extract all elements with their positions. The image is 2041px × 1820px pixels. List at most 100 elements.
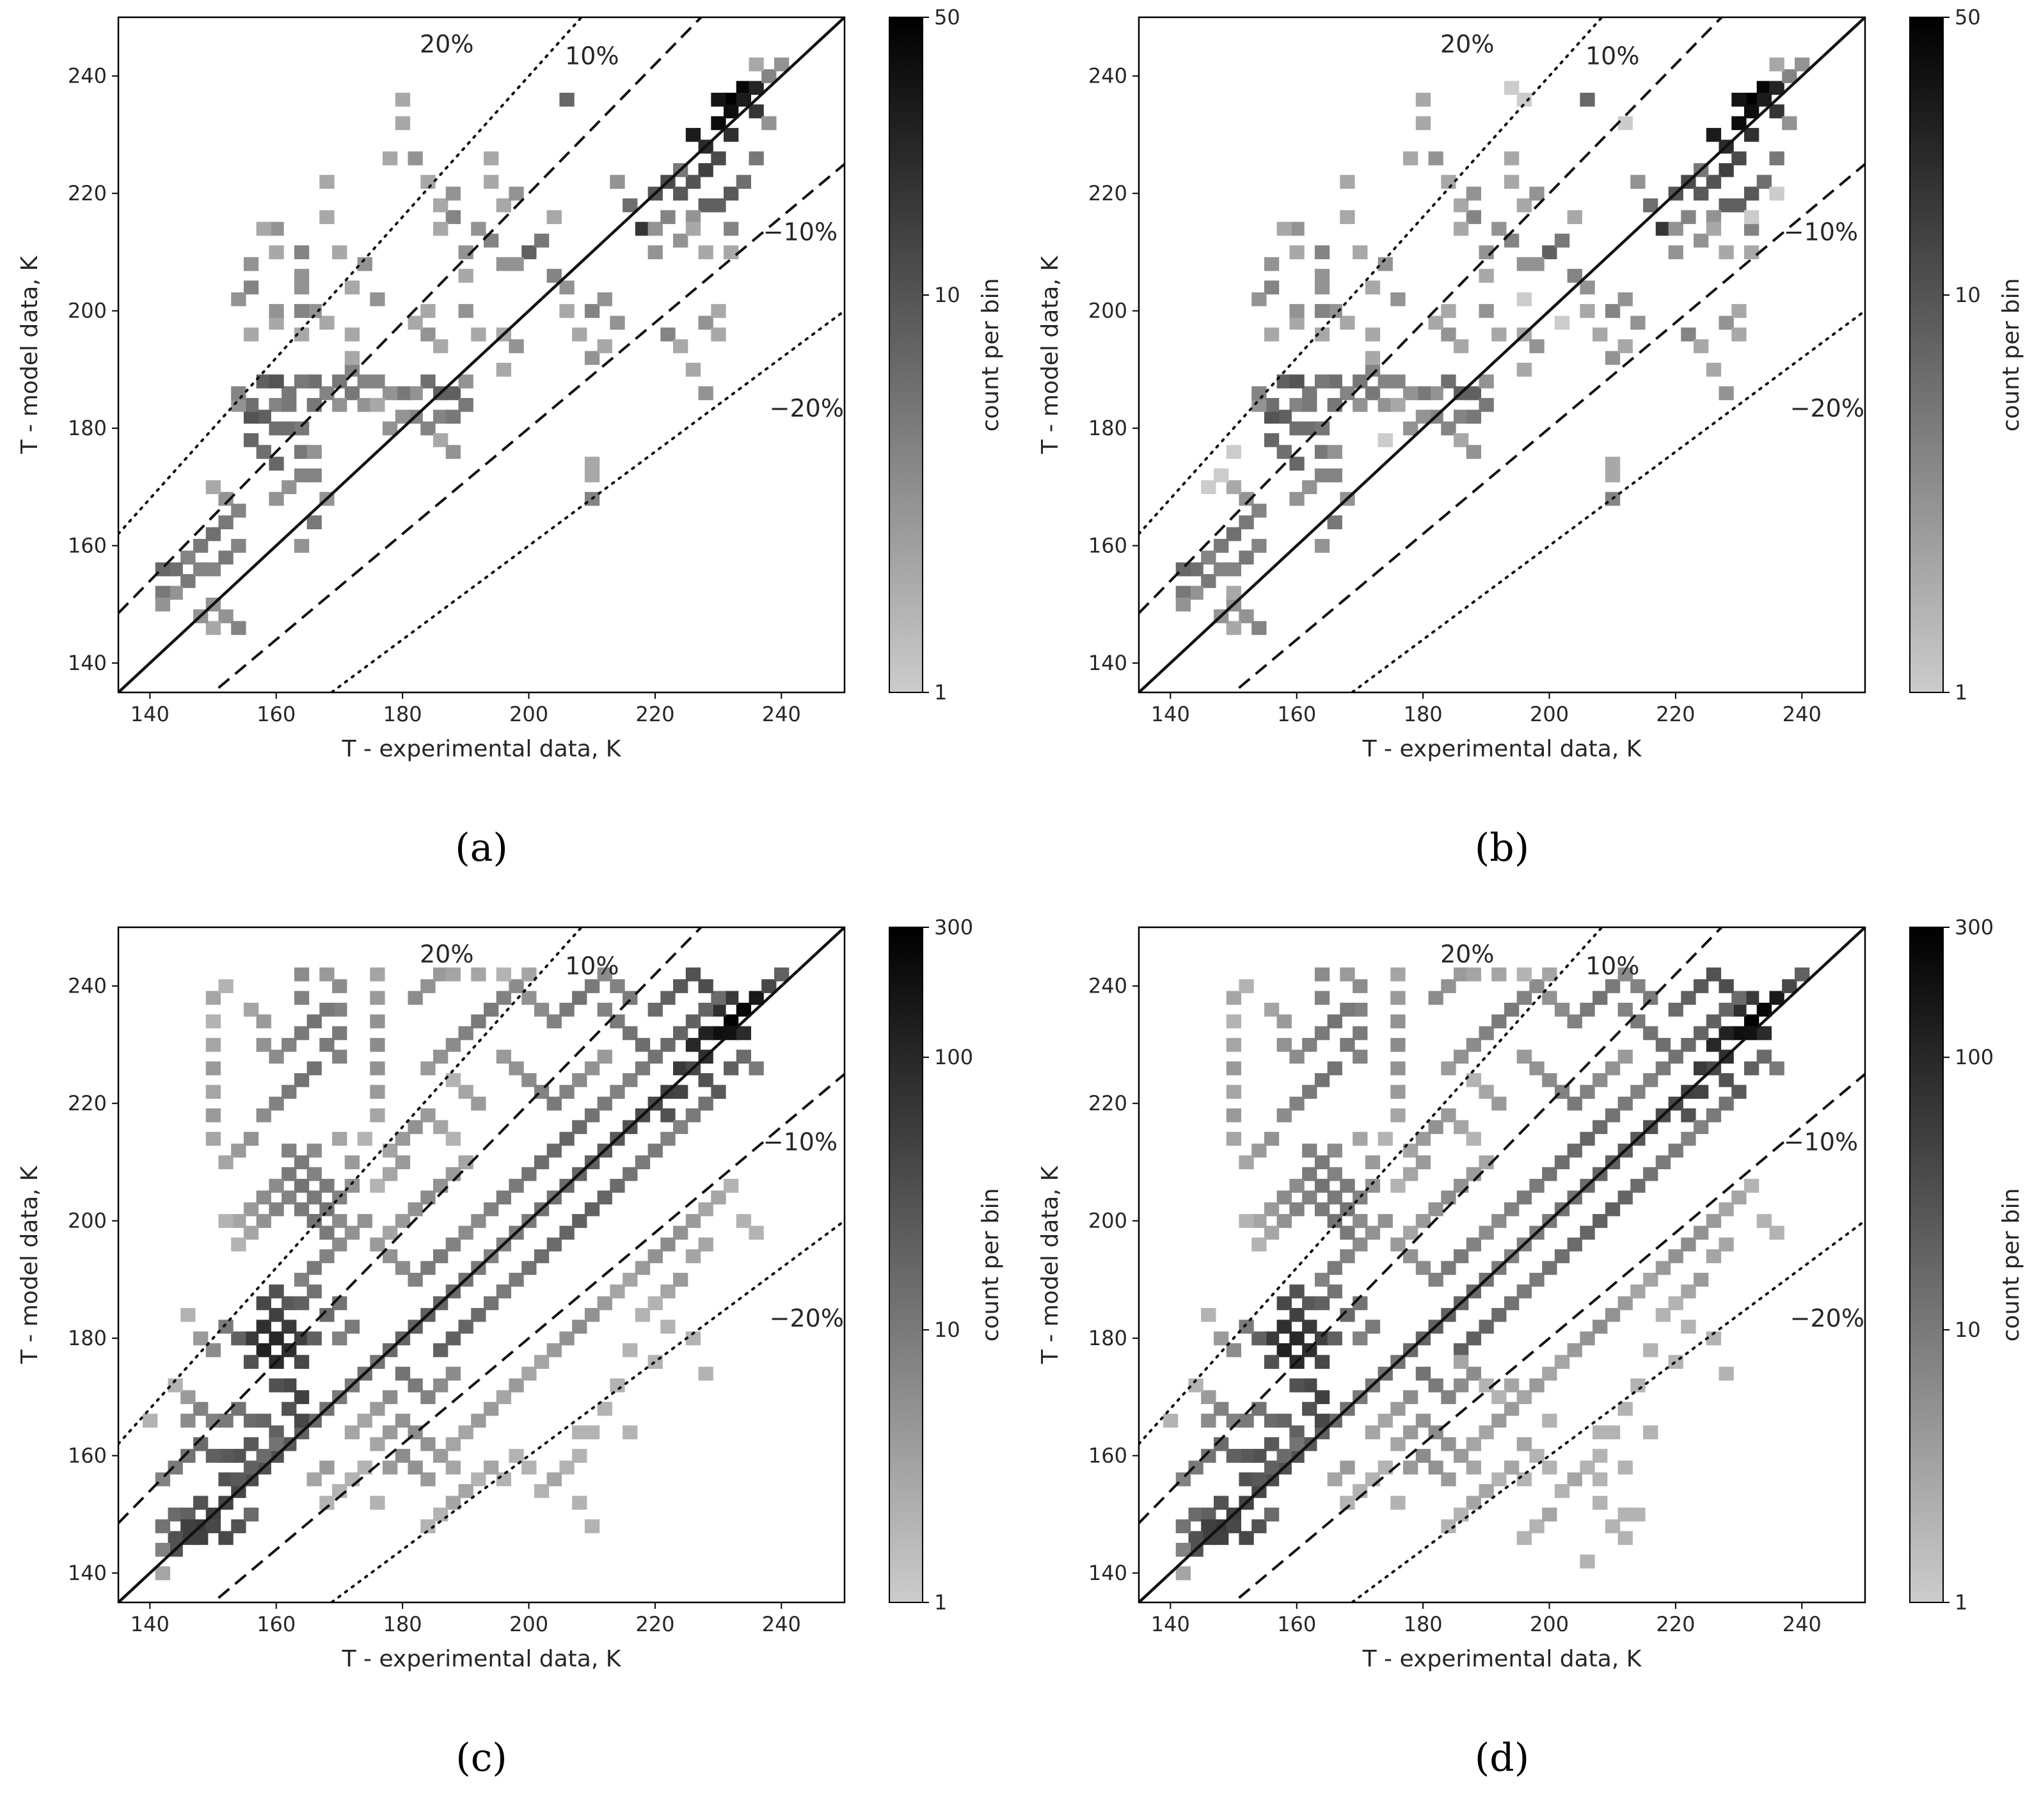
heatmap-bin [1491,1307,1507,1322]
heatmap-bin [1378,374,1393,388]
x-tick-label: 160 [1277,702,1316,726]
heatmap-bin [445,410,461,424]
heatmap-bin [370,1496,385,1510]
heatmap-bin [509,186,524,201]
heatmap-bin [1454,221,1469,236]
colorbar-tick-label: 300 [1955,915,1994,939]
heatmap-bin [1378,397,1393,412]
heatmap-bin [1239,979,1254,993]
heatmap-bin [282,1296,297,1311]
heatmap-bin [256,1320,271,1334]
heatmap-bin [1403,1225,1418,1240]
heatmap-bin [1744,92,1759,107]
heatmap-bin [1276,1449,1292,1463]
heatmap-bin [1756,175,1772,189]
heatmap-bin [1592,991,1608,1005]
heatmap-bin [205,562,221,577]
heatmap-bin [1289,456,1305,471]
heatmap-bin [559,1460,575,1475]
heatmap-bin [1201,1507,1216,1522]
heatmap-bin [559,1225,575,1240]
heatmap-bin [1719,979,1734,993]
heatmap-bin [635,1307,651,1322]
heatmap-bin [168,1460,183,1475]
heatmap-bin [1390,1401,1406,1416]
heatmap-bin [698,245,713,260]
heatmap-bin [357,1414,372,1428]
heatmap-bin [1276,1037,1292,1052]
heatmap-bin [433,433,449,447]
heatmap-bin [408,1272,423,1287]
heatmap-bin [660,327,676,342]
heatmap-bin [218,515,234,530]
heatmap-bin [1542,1366,1557,1381]
heatmap-bin [408,315,423,330]
heatmap-bin [1491,1214,1507,1228]
heatmap-bin [1302,1144,1317,1158]
heatmap-bin [1668,1002,1683,1017]
heatmap-bin [1403,1425,1418,1440]
heatmap-bin [1415,386,1431,401]
heatmap-bin [1731,1085,1747,1099]
heatmap-bin [1554,234,1570,248]
heatmap-bin [1706,1108,1722,1122]
heatmap-bin [1214,1496,1229,1510]
heatmap-bin [736,1002,751,1017]
heatmap-bin [471,1096,486,1111]
heatmap-bin [559,1331,575,1346]
heatmap-bin [471,1307,486,1322]
heatmap-bin [1491,967,1507,982]
line-annotation: 10% [565,952,619,980]
heatmap-bin [294,269,310,283]
heatmap-bin [1340,1496,1355,1510]
heatmap-bin [1239,1449,1254,1463]
heatmap-bin [1390,292,1406,307]
heatmap-bin [1554,1002,1570,1017]
heatmap-bin [344,1155,360,1170]
heatmap-bin [496,1190,511,1205]
heatmap-bin [1643,198,1658,212]
heatmap-bin [1441,979,1456,993]
heatmap-bin [1365,327,1381,342]
heatmap-bin [1226,445,1241,459]
heatmap-bin [546,1343,562,1357]
panel-d-svg: 140 160 180 200 220 240 140 160 180 200 220 240 T - … [1037,915,2024,1780]
heatmap-bin [635,1261,651,1275]
heatmap-bin [1529,1449,1545,1463]
heatmap-bin [1529,1272,1545,1287]
heatmap-bin [1681,210,1696,225]
heatmap-bin [243,410,259,424]
heatmap-bin [1681,1320,1696,1334]
heatmap-bin [1289,245,1305,260]
y-tick-label: 240 [68,974,107,998]
heatmap-bin [256,1190,271,1205]
heatmap-bin [685,1014,701,1028]
heatmap-bin [420,1108,436,1122]
heatmap-bin [1580,1554,1595,1569]
heatmap-bin [1314,280,1330,295]
heatmap-bin [1491,1390,1507,1405]
heatmap-bin [610,1085,625,1099]
heatmap-bin [1516,1390,1532,1405]
heatmap-bin [1353,1131,1368,1146]
heatmap-bin [1264,280,1280,295]
heatmap-bin [1542,1507,1557,1522]
heatmap-bin [1668,1249,1683,1263]
heatmap-bin [546,210,562,225]
heatmap-bin [180,1519,196,1533]
heatmap-bin [685,221,701,236]
heatmap-bin [1643,991,1658,1005]
heatmap-bin [445,386,461,401]
heatmap-bin [445,445,461,459]
heatmap-bin [1554,1484,1570,1498]
heatmap-bin [1289,1284,1305,1298]
heatmap-bin [1239,1414,1254,1428]
panel-caption: (a) [455,826,508,870]
heatmap-bin [1617,967,1633,982]
heatmap-bin [1694,339,1709,353]
heatmap-bin [1302,1037,1317,1052]
heatmap-bin [1466,1496,1481,1510]
heatmap-bin [193,1437,209,1451]
heatmap-bin [597,339,612,353]
heatmap-bin [685,210,701,225]
